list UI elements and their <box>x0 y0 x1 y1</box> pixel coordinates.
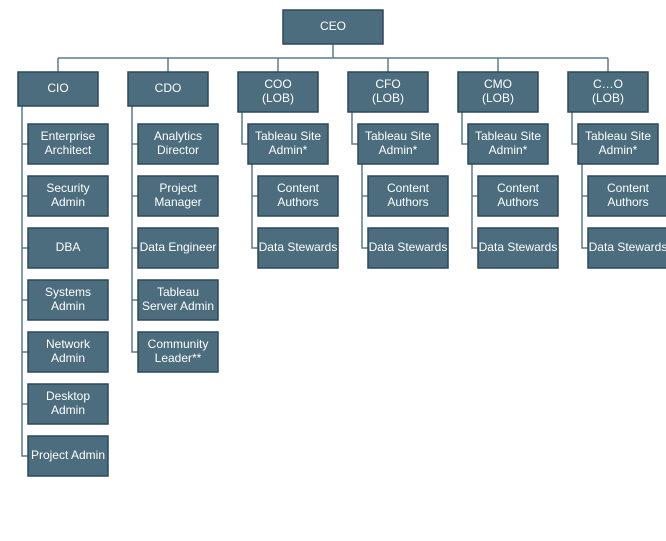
node-label: Authors <box>387 195 428 209</box>
node-label: Content <box>387 181 430 195</box>
node-label: (LOB) <box>372 91 404 105</box>
node-cmo: CMO(LOB) <box>458 72 538 112</box>
edge <box>472 164 478 248</box>
node-ca3: ContentAuthors <box>478 176 558 216</box>
node-label: DBA <box>56 240 81 254</box>
node-sys: SystemsAdmin <box>28 280 108 320</box>
node-label: Director <box>157 143 199 157</box>
node-cdo: CDO <box>128 72 208 106</box>
node-label: Admin <box>51 299 85 313</box>
node-label: (LOB) <box>262 91 294 105</box>
node-label: Content <box>607 181 650 195</box>
node-label: Admin* <box>489 143 528 157</box>
node-label: Community <box>148 337 209 351</box>
edge <box>582 164 588 248</box>
node-label: CFO <box>375 77 400 91</box>
node-label: (LOB) <box>592 91 624 105</box>
node-tsa3: Tableau SiteAdmin* <box>468 124 548 164</box>
node-label: Admin* <box>379 143 418 157</box>
node-label: (LOB) <box>482 91 514 105</box>
node-label: Admin* <box>269 143 308 157</box>
node-label: CEO <box>320 19 346 33</box>
node-label: COO <box>264 77 291 91</box>
node-label: Tableau Site <box>585 129 651 143</box>
node-label: Data Stewards <box>589 240 666 254</box>
node-label: Admin <box>51 351 85 365</box>
node-label: Tableau Site <box>255 129 321 143</box>
node-ca4: ContentAuthors <box>588 176 666 216</box>
node-label: Data Engineer <box>140 240 217 254</box>
node-label: Security <box>46 181 89 195</box>
node-cfo: CFO(LOB) <box>348 72 428 112</box>
node-ceo: CEO <box>283 10 383 44</box>
node-label: Admin <box>51 403 85 417</box>
node-label: CMO <box>484 77 512 91</box>
node-label: Tableau Site <box>365 129 431 143</box>
edge <box>252 164 258 248</box>
node-label: Admin* <box>599 143 638 157</box>
edge <box>352 112 358 144</box>
node-cl: CommunityLeader** <box>138 332 218 372</box>
node-net: NetworkAdmin <box>28 332 108 372</box>
node-coo: COO(LOB) <box>238 72 318 112</box>
node-label: Network <box>46 337 91 351</box>
node-label: CDO <box>155 81 182 95</box>
node-cio: CIO <box>18 72 98 106</box>
node-ea: EnterpriseArchitect <box>28 124 108 164</box>
node-label: Systems <box>45 285 91 299</box>
node-ds1: Data Stewards <box>258 228 338 268</box>
node-tsa4: Tableau SiteAdmin* <box>578 124 658 164</box>
edge <box>462 112 468 144</box>
node-label: CIO <box>47 81 68 95</box>
node-ds4: Data Stewards <box>588 228 666 268</box>
node-proj: Project Admin <box>28 436 108 476</box>
node-sec: SecurityAdmin <box>28 176 108 216</box>
node-label: Data Stewards <box>259 240 338 254</box>
node-label: Tableau Site <box>475 129 541 143</box>
edge <box>242 112 248 144</box>
node-label: Project <box>159 181 197 195</box>
node-label: C…O <box>593 77 623 91</box>
node-desk: DesktopAdmin <box>28 384 108 424</box>
node-label: Project Admin <box>31 448 105 462</box>
node-ad: AnalyticsDirector <box>138 124 218 164</box>
node-label: Content <box>497 181 540 195</box>
edge <box>572 112 578 144</box>
node-dba: DBA <box>28 228 108 268</box>
node-label: Manager <box>154 195 201 209</box>
org-chart: CEOCIOCDOCOO(LOB)CFO(LOB)CMO(LOB)C…O(LOB… <box>0 0 666 541</box>
node-label: Desktop <box>46 389 90 403</box>
node-label: Enterprise <box>41 129 96 143</box>
node-label: Authors <box>497 195 538 209</box>
node-ds3: Data Stewards <box>478 228 558 268</box>
node-de: Data Engineer <box>138 228 218 268</box>
node-label: Admin <box>51 195 85 209</box>
node-label: Data Stewards <box>369 240 448 254</box>
node-label: Authors <box>277 195 318 209</box>
node-label: Data Stewards <box>479 240 558 254</box>
node-label: Leader** <box>155 351 202 365</box>
node-label: Tableau <box>157 285 199 299</box>
node-label: Server Admin <box>142 299 214 313</box>
node-label: Analytics <box>154 129 202 143</box>
edge <box>362 164 368 248</box>
node-pm: ProjectManager <box>138 176 218 216</box>
node-ca1: ContentAuthors <box>258 176 338 216</box>
node-ca2: ContentAuthors <box>368 176 448 216</box>
node-label: Content <box>277 181 320 195</box>
node-tsa1: Tableau SiteAdmin* <box>248 124 328 164</box>
node-tsa: TableauServer Admin <box>138 280 218 320</box>
node-label: Authors <box>607 195 648 209</box>
node-cxo: C…O(LOB) <box>568 72 648 112</box>
edge <box>132 106 138 352</box>
nodes: CEOCIOCDOCOO(LOB)CFO(LOB)CMO(LOB)C…O(LOB… <box>18 10 666 476</box>
node-label: Architect <box>45 143 92 157</box>
node-ds2: Data Stewards <box>368 228 448 268</box>
node-tsa2: Tableau SiteAdmin* <box>358 124 438 164</box>
